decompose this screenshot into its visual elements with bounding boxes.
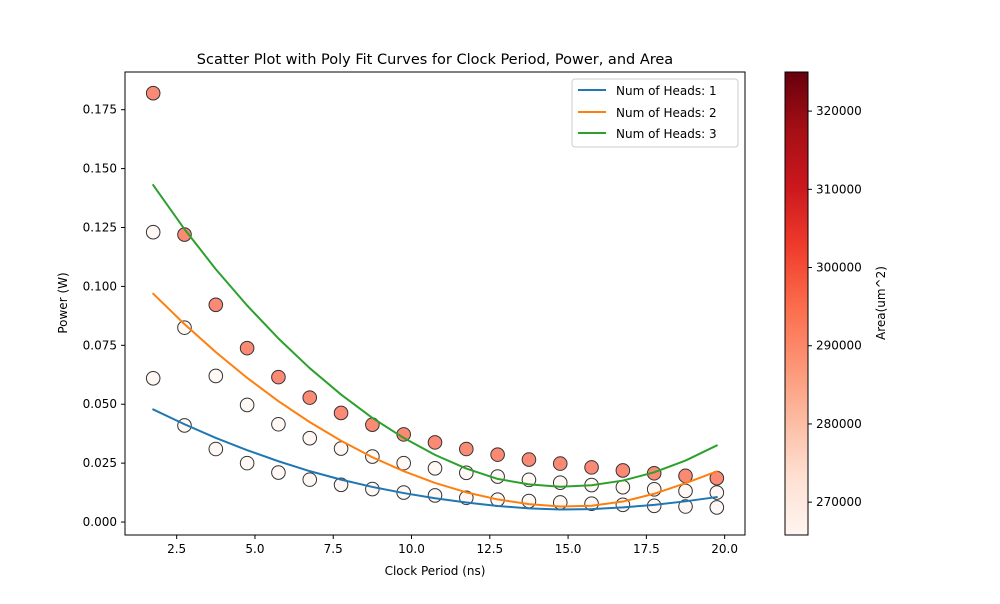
y-tick-label: 0.150 (83, 162, 117, 176)
fit-curve-heads-1 (152, 408, 718, 511)
y-tick-label: 0.125 (83, 221, 117, 235)
y-tick-label: 0.025 (83, 456, 117, 470)
x-tick-label: 5.0 (245, 542, 264, 556)
x-axis: 2.5 5.0 7.5 10.0 12.5 15.0 17.5 20.0 (167, 535, 738, 556)
colorbar-tick-label: 300000 (816, 261, 862, 275)
data-point (427, 435, 443, 450)
data-point (302, 472, 318, 487)
data-point (239, 340, 255, 356)
x-tick-label: 7.5 (324, 542, 343, 556)
data-point (615, 479, 631, 495)
x-tick-label: 20.0 (711, 542, 738, 556)
data-point (584, 460, 599, 475)
colorbar-ticks: 270000 280000 290000 300000 310000 320000 (808, 104, 862, 509)
data-point (365, 481, 380, 497)
legend-label-heads-1: Num of Heads: 1 (616, 84, 717, 98)
data-point (427, 461, 443, 476)
legend-label-heads-3: Num of Heads: 3 (616, 127, 717, 141)
y-tick-label: 0.075 (83, 338, 117, 352)
y-tick-label: 0.100 (83, 279, 117, 293)
data-point (208, 297, 224, 313)
data-point (615, 463, 631, 478)
x-tick-label: 15.0 (555, 542, 582, 556)
colorbar: 270000 280000 290000 300000 310000 320000 Are… (784, 71, 888, 536)
y-tick-label: 0.175 (83, 103, 117, 117)
data-point (427, 488, 443, 503)
data-point (709, 485, 725, 500)
data-point (584, 496, 599, 511)
chart-title: Scatter Plot with Poly Fit Curves for Cl… (197, 52, 673, 68)
legend: Num of Heads: 1 Num of Heads: 2 Num of H… (571, 78, 739, 148)
colorbar-label: Area(um^2) (874, 266, 888, 340)
series-points-heads-3 (145, 85, 725, 486)
data-point (521, 452, 537, 467)
y-tick-label: 0.000 (83, 515, 117, 529)
data-point (678, 483, 693, 499)
data-point (145, 224, 161, 240)
data-point (302, 430, 318, 446)
legend-box (571, 78, 739, 148)
y-axis: 0.000 0.025 0.050 0.075 0.100 0.125 0.150 0.175 (83, 103, 125, 529)
data-point (208, 368, 224, 384)
data-point (552, 456, 568, 471)
colorbar-tick-label: 320000 (816, 104, 862, 118)
data-point (459, 441, 474, 457)
x-tick-label: 12.5 (476, 542, 503, 556)
y-axis-label: Power (W) (56, 272, 70, 333)
plot-marks (145, 85, 725, 515)
data-point (271, 369, 286, 385)
data-point (239, 455, 255, 471)
colorbar-tick-label: 310000 (816, 182, 862, 196)
y-tick-label: 0.050 (83, 397, 117, 411)
data-point (271, 416, 286, 432)
data-point (396, 455, 411, 471)
plot-area (145, 85, 725, 515)
data-point (678, 499, 693, 514)
data-point (145, 371, 161, 386)
data-point (271, 465, 286, 480)
data-point (709, 500, 725, 515)
x-tick-label: 2.5 (167, 542, 186, 556)
data-point (333, 405, 349, 421)
colorbar-tick-label: 290000 (816, 339, 862, 353)
data-point (208, 441, 224, 457)
data-point (145, 85, 161, 101)
series-points-heads-2 (145, 224, 725, 500)
colorbar-tick-label: 280000 (816, 417, 862, 431)
fit-curve-heads-3 (152, 184, 718, 488)
data-point (490, 447, 505, 462)
x-tick-label: 10.0 (398, 542, 425, 556)
data-point (177, 320, 192, 335)
legend-label-heads-2: Num of Heads: 2 (616, 106, 717, 120)
data-point (521, 493, 537, 509)
plot-frame (124, 71, 746, 536)
x-tick-label: 17.5 (633, 542, 660, 556)
colorbar-tick-label: 270000 (816, 495, 862, 509)
data-point (239, 397, 255, 413)
x-axis-label: Clock Period (ns) (385, 564, 486, 578)
data-point (302, 390, 318, 405)
fit-curve-heads-2 (152, 292, 718, 508)
colorbar-gradient (784, 71, 809, 536)
